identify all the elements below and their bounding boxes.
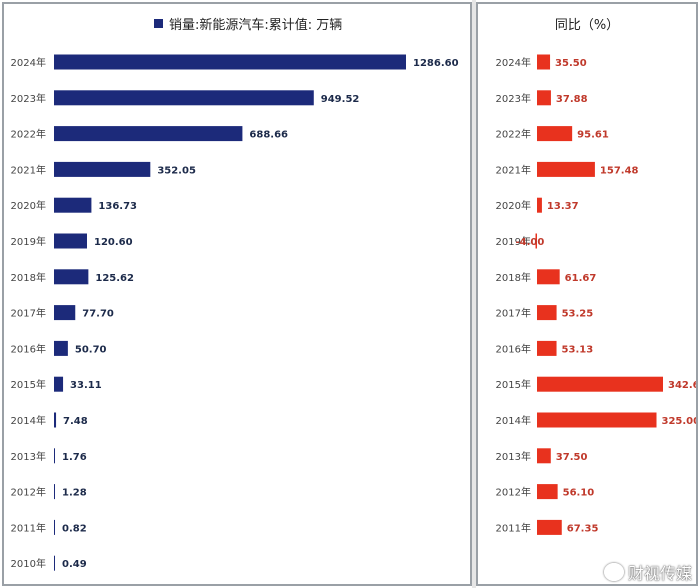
- y-tick-label: 2014年: [496, 414, 531, 427]
- y-tick-label: 2022年: [11, 128, 46, 141]
- sales-bar: [54, 233, 87, 249]
- y-tick-label: 2012年: [496, 486, 531, 499]
- sales-bar: [54, 448, 55, 464]
- sales-bar-chart: 2024年 1286.60 2023年 949.52 2022年 688.66 2021年 3…: [11, 54, 459, 571]
- y-tick-label: 2024年: [496, 56, 531, 69]
- yoy-bar: [537, 484, 558, 500]
- y-tick-label: 2013年: [496, 450, 531, 463]
- yoy-data-label: 53.25: [562, 309, 594, 320]
- watermark: 财视传媒: [603, 560, 692, 584]
- right-chart-title: 同比（%）: [554, 18, 620, 33]
- y-tick-label: 2022年: [496, 128, 531, 141]
- yoy-data-label: 325.00: [662, 416, 696, 427]
- sales-bar: [54, 197, 92, 213]
- yoy-data-label: 13.37: [547, 201, 579, 212]
- y-tick-label: 2021年: [496, 163, 531, 176]
- sales-bar: [54, 269, 89, 285]
- sales-bar: [54, 305, 76, 321]
- sales-data-label: 352.05: [157, 165, 196, 176]
- yoy-data-label: -4.00: [516, 237, 545, 248]
- y-tick-label: 2020年: [11, 199, 46, 212]
- yoy-data-label: 61.67: [565, 273, 597, 284]
- yoy-bar: [537, 412, 657, 428]
- sales-data-label: 120.60: [94, 237, 133, 248]
- y-tick-label: 2019年: [11, 235, 46, 248]
- sales-data-label: 125.62: [95, 273, 134, 284]
- sales-bar: [54, 555, 55, 571]
- y-tick-label: 2014年: [11, 414, 46, 427]
- sales-data-label: 33.11: [70, 380, 102, 391]
- y-tick-label: 2016年: [11, 342, 46, 355]
- sales-data-label: 0.82: [62, 523, 87, 534]
- yoy-bar: [535, 233, 537, 249]
- sales-bar: [54, 126, 243, 142]
- y-tick-label: 2011年: [496, 521, 531, 534]
- sales-bar: [54, 161, 151, 177]
- y-tick-label: 2024年: [11, 56, 46, 69]
- yoy-data-label: 37.50: [556, 452, 588, 463]
- sales-bar: [54, 90, 314, 106]
- y-tick-label: 2019年: [496, 235, 531, 248]
- yoy-bar: [537, 340, 557, 356]
- yoy-bar: [537, 197, 542, 213]
- yoy-bar: [537, 269, 560, 285]
- yoy-bar: [537, 161, 595, 177]
- y-tick-label: 2015年: [11, 378, 46, 391]
- y-tick-label: 2011年: [11, 521, 46, 534]
- y-tick-label: 2018年: [11, 271, 46, 284]
- y-tick-label: 2021年: [11, 163, 46, 176]
- y-tick-label: 2010年: [11, 557, 46, 570]
- yoy-data-label: 37.88: [556, 94, 588, 105]
- sales-data-label: 7.48: [63, 416, 88, 427]
- y-tick-label: 2018年: [496, 271, 531, 284]
- yoy-bar: [537, 126, 573, 142]
- left-legend: 销量:新能源汽车:累计值: 万辆: [154, 14, 342, 33]
- sales-data-label: 949.52: [321, 94, 360, 105]
- sales-data-label: 50.70: [75, 344, 107, 355]
- sales-data-label: 1286.60: [413, 58, 459, 69]
- yoy-data-label: 157.48: [600, 165, 639, 176]
- y-tick-label: 2023年: [11, 92, 46, 105]
- watermark-text: 财视传媒: [627, 564, 692, 583]
- y-tick-label: 2020年: [496, 199, 531, 212]
- sales-bar: [54, 340, 68, 356]
- yoy-bar: [537, 376, 663, 392]
- sales-data-label: 1.28: [62, 488, 87, 499]
- yoy-data-label: 95.61: [577, 130, 609, 141]
- sales-bar: [54, 412, 57, 428]
- sales-data-label: 1.76: [62, 452, 87, 463]
- left-chart-panel: 销量:新能源汽车:累计值: 万辆 2024年 1286.60 2023年 949.52…: [2, 2, 472, 586]
- y-tick-label: 2015年: [496, 378, 531, 391]
- yoy-bar: [537, 305, 557, 321]
- sales-bar: [54, 54, 406, 70]
- sales-bar: [54, 519, 55, 535]
- y-tick-label: 2017年: [11, 307, 46, 320]
- legend-label: 销量:新能源汽车:累计值: 万辆: [169, 18, 343, 33]
- sales-data-label: 0.49: [62, 559, 87, 570]
- yoy-data-label: 53.13: [562, 344, 594, 355]
- y-tick-label: 2023年: [496, 92, 531, 105]
- yoy-data-label: 342.65: [668, 380, 696, 391]
- yoy-bar-chart: 2024年 35.50 2023年 37.88 2022年 95.61 2021年 157.4…: [496, 54, 696, 535]
- yoy-bar: [537, 448, 551, 464]
- sales-bar: [54, 484, 55, 500]
- sales-data-label: 136.73: [98, 201, 137, 212]
- yoy-bar: [537, 54, 551, 70]
- yoy-bar: [537, 519, 562, 535]
- yoy-data-label: 67.35: [567, 523, 599, 534]
- y-tick-label: 2012年: [11, 486, 46, 499]
- yoy-bar: [537, 90, 551, 106]
- sales-data-label: 77.70: [82, 309, 114, 320]
- panel-gap: [472, 0, 476, 588]
- yoy-data-label: 35.50: [555, 58, 587, 69]
- sales-bar: [54, 376, 64, 392]
- yoy-data-label: 56.10: [563, 488, 595, 499]
- y-tick-label: 2017年: [496, 307, 531, 320]
- legend-swatch: [154, 19, 163, 28]
- weibo-logo-icon: [603, 563, 624, 581]
- y-tick-label: 2016年: [496, 342, 531, 355]
- right-chart-panel: 同比（%） 2024年 35.50 2023年 37.88 2022年 95.61 2021…: [476, 2, 698, 586]
- y-tick-label: 2013年: [11, 450, 46, 463]
- sales-data-label: 688.66: [249, 130, 288, 141]
